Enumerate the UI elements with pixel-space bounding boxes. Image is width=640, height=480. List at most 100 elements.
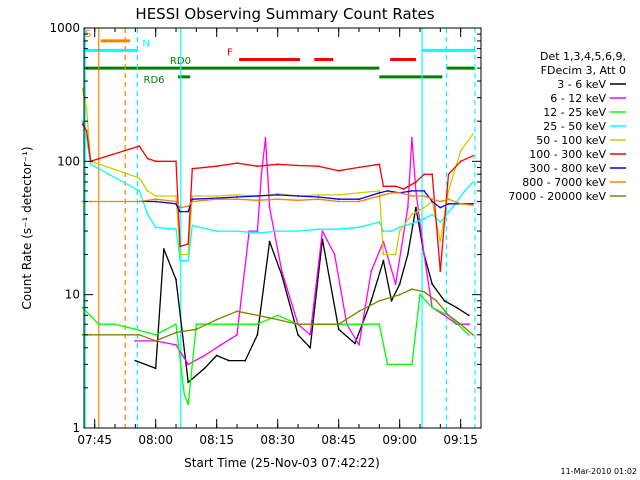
series-1-point-29 bbox=[467, 323, 470, 326]
series-7-point-21 bbox=[431, 198, 434, 201]
series-line-2 bbox=[82, 294, 470, 406]
series-0-point-16 bbox=[354, 342, 356, 345]
flag-bars: SNFRD0RD6 bbox=[84, 29, 476, 86]
series-1-point-15 bbox=[321, 230, 324, 233]
flag-label-0: S bbox=[85, 29, 91, 40]
series-4-point-1 bbox=[85, 107, 88, 110]
series-0-point-8 bbox=[244, 359, 247, 362]
series-7-point-20 bbox=[423, 195, 425, 197]
y-axis-label: Count Rate (s⁻¹ detector⁻¹) bbox=[20, 146, 34, 309]
series-8-point-14 bbox=[378, 299, 381, 302]
series-1-point-6 bbox=[236, 333, 238, 336]
series-3-point-2 bbox=[89, 163, 92, 166]
series-5-point-18 bbox=[378, 163, 381, 166]
series-5-point-22 bbox=[415, 181, 417, 183]
series-4-point-23 bbox=[423, 206, 425, 209]
series-8-point-18 bbox=[435, 299, 438, 302]
series-3-point-28 bbox=[472, 181, 474, 183]
series-4-point-28 bbox=[472, 133, 474, 136]
series-4-point-20 bbox=[394, 253, 397, 256]
series-8-point-19 bbox=[447, 314, 450, 317]
series-4-point-25 bbox=[439, 240, 442, 243]
series-7-point-4 bbox=[175, 200, 177, 203]
series-2-point-16 bbox=[358, 323, 360, 326]
series-7-point-10 bbox=[256, 199, 259, 202]
series-2-point-18 bbox=[386, 363, 389, 366]
series-2-point-2 bbox=[114, 323, 116, 326]
series-8-point-12 bbox=[337, 323, 340, 326]
x-tick-label-3: 08:30 bbox=[260, 433, 295, 447]
series-5-point-15 bbox=[317, 165, 320, 168]
series-7-point-3 bbox=[154, 198, 157, 201]
legend-entry-5: 100 - 300 keV bbox=[529, 148, 606, 161]
series-4-point-9 bbox=[191, 195, 194, 197]
series-5-point-25 bbox=[439, 270, 442, 273]
series-1-point-3 bbox=[187, 363, 190, 366]
series-7-point-13 bbox=[317, 198, 320, 201]
timestamp-label: 11-Mar-2010 01:02 bbox=[561, 467, 638, 476]
axes: 1 10 100 1000 07:45 08:00 08:15 08:30 08:45 09:00… bbox=[49, 21, 482, 447]
series-4-point-22 bbox=[411, 213, 413, 216]
series-0-point-27 bbox=[467, 314, 470, 317]
legend-entry-4: 50 - 100 keV bbox=[536, 134, 606, 147]
series-5-point-3 bbox=[138, 145, 141, 148]
series-3-point-14 bbox=[297, 230, 299, 233]
series-2-point-6 bbox=[183, 393, 186, 395]
x-tick-label-0: 07:45 bbox=[77, 433, 112, 447]
series-0-point-1 bbox=[154, 367, 157, 370]
series-7-point-6 bbox=[187, 205, 190, 208]
series-8-point-20 bbox=[459, 323, 462, 326]
series-8-point-1 bbox=[89, 333, 92, 336]
series-7-point-22 bbox=[439, 200, 442, 203]
series-3-point-0 bbox=[81, 120, 84, 123]
series-0-point-26 bbox=[455, 306, 458, 309]
series-7-point-18 bbox=[398, 192, 401, 194]
series-2-point-7 bbox=[187, 403, 190, 406]
series-1-point-0 bbox=[134, 340, 137, 342]
series-2-point-22 bbox=[431, 306, 434, 309]
series-6-point-5 bbox=[191, 198, 194, 201]
series-6-point-11 bbox=[317, 196, 320, 198]
series-6-point-8 bbox=[256, 195, 259, 197]
legend: Det 1,3,4,5,6,9,FDecim 3, Att 03 - 6 keV… bbox=[508, 50, 626, 203]
series-7-point-15 bbox=[358, 200, 360, 203]
series-3-point-25 bbox=[439, 221, 442, 224]
series-3-point-9 bbox=[191, 224, 194, 227]
legend-entry-7: 800 - 7000 keV bbox=[522, 176, 606, 189]
series-5-point-5 bbox=[154, 160, 157, 163]
series-3-point-8 bbox=[187, 259, 190, 262]
series-3-point-19 bbox=[382, 230, 385, 233]
y-tick-label-1: 10 bbox=[65, 288, 80, 302]
series-0-point-24 bbox=[431, 283, 434, 285]
series-1-point-22 bbox=[406, 206, 409, 209]
x-tick-label-4: 08:45 bbox=[321, 433, 356, 447]
series-8-point-15 bbox=[398, 293, 401, 296]
series-5-point-27 bbox=[459, 160, 462, 163]
series-1-point-4 bbox=[203, 354, 206, 357]
series-2-point-20 bbox=[411, 363, 413, 366]
legend-header-0: Det 1,3,4,5,6,9, bbox=[540, 50, 626, 63]
vertical-markers bbox=[84, 28, 476, 428]
series-8-point-8 bbox=[256, 314, 259, 317]
series-8-point-4 bbox=[175, 331, 177, 334]
series-4-point-8 bbox=[187, 253, 190, 256]
series-3-point-18 bbox=[378, 221, 381, 224]
series-3-point-16 bbox=[337, 228, 340, 231]
series-1-point-9 bbox=[260, 173, 263, 176]
series-lines bbox=[81, 87, 474, 406]
series-3-point-7 bbox=[179, 259, 182, 262]
series-0-point-20 bbox=[398, 283, 401, 285]
series-6-point-18 bbox=[423, 190, 425, 192]
series-0-point-18 bbox=[382, 259, 385, 262]
series-6-point-21 bbox=[447, 202, 450, 205]
series-8-point-13 bbox=[358, 310, 360, 313]
series-4-point-27 bbox=[459, 149, 462, 152]
series-7-point-24 bbox=[459, 202, 462, 205]
series-6-point-2 bbox=[175, 202, 177, 205]
series-7-point-16 bbox=[378, 195, 381, 197]
plot-frame bbox=[83, 27, 482, 429]
series-line-1 bbox=[135, 137, 469, 366]
series-6-point-4 bbox=[187, 210, 190, 213]
series-7-point-23 bbox=[447, 198, 450, 201]
series-5-point-11 bbox=[236, 162, 238, 165]
